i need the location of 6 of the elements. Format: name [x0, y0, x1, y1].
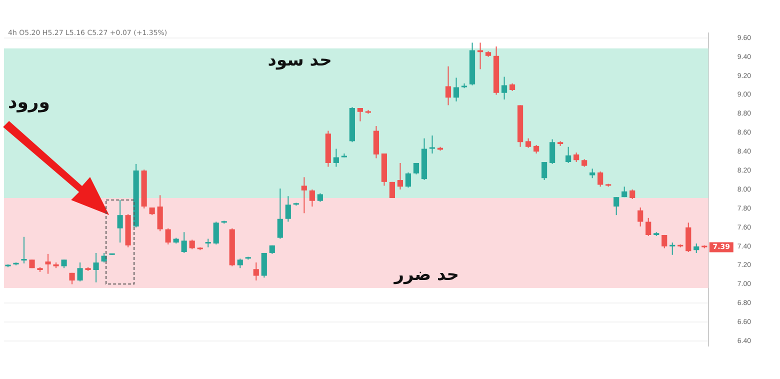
- annotation: ورود: [8, 92, 50, 113]
- candlestick: [670, 242, 676, 255]
- candlestick: [21, 236, 27, 264]
- candlestick: [429, 136, 436, 154]
- band-label: حد سود: [268, 50, 332, 70]
- band-label: حد ضرر: [393, 264, 460, 285]
